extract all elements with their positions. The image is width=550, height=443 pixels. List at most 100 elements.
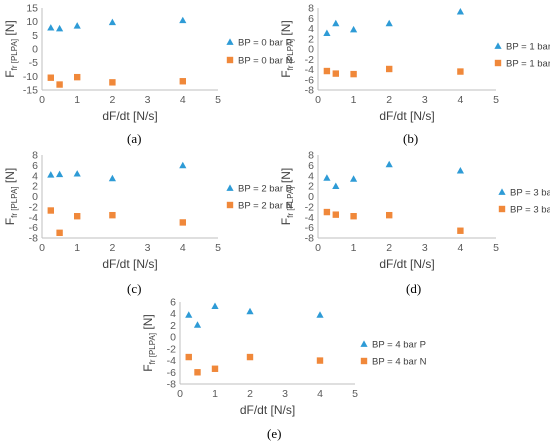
legend-entry: BP = 3 bar P — [498, 188, 550, 199]
y-tick-label: 15 — [26, 3, 38, 15]
data-point-p — [211, 302, 219, 309]
data-point-n — [350, 213, 357, 220]
y-tick-label: 6 — [170, 297, 176, 309]
data-point-p — [73, 22, 81, 29]
y-tick-label: 0 — [32, 44, 38, 56]
x-tick-label: 5 — [493, 94, 499, 106]
data-point-p — [193, 321, 202, 328]
legend-entry: BP = 4 bar N — [360, 357, 427, 368]
data-point-p — [108, 174, 116, 182]
y-tick-label: 2 — [308, 181, 314, 193]
y-tick-label: 4 — [32, 170, 38, 182]
x-tick-label: 4 — [317, 388, 323, 400]
y-axis-label: Ffr [PLPA] [N] — [3, 168, 19, 225]
legend-entry: BP = 1 bar P — [494, 42, 550, 53]
y-tick-label: -8 — [167, 379, 176, 391]
y-axis-label: Ffr [PLPA] [N] — [279, 20, 295, 77]
data-point-n — [211, 365, 219, 372]
y-axis-label: Ffr [PLPA] [N] — [141, 314, 157, 371]
y-tick-label: -4 — [167, 355, 176, 367]
x-tick-label: 1 — [351, 242, 357, 254]
y-tick-label: -15 — [23, 85, 38, 97]
data-point-p — [456, 7, 464, 15]
legend-label: BP = 3 bar P — [510, 188, 550, 199]
x-axis-label: dF/dt [N/s] — [102, 109, 157, 123]
data-point-p — [350, 25, 358, 33]
x-tick-label: 2 — [109, 242, 115, 254]
x-tick-label: 1 — [351, 94, 357, 106]
data-point-p — [385, 160, 393, 168]
y-tick-label: 2 — [32, 181, 38, 193]
y-tick-label: -6 — [305, 222, 314, 234]
data-point-n — [194, 369, 201, 376]
x-tick-label: 2 — [386, 94, 392, 106]
y-tick-label: -2 — [305, 54, 314, 66]
data-point-n — [179, 219, 186, 226]
x-tick-label: 0 — [315, 242, 321, 254]
legend-marker-p — [494, 42, 502, 49]
y-tick-label: -10 — [23, 71, 38, 83]
x-tick-label: 3 — [145, 94, 151, 106]
data-point-n — [316, 357, 324, 364]
caption-e: (e) — [267, 426, 282, 441]
data-point-p — [323, 174, 331, 181]
legend-label: BP = 1 bar P — [506, 42, 550, 53]
data-point-n — [386, 211, 393, 219]
legend-label: BP = 0 bar P — [238, 38, 292, 49]
legend-entry: BP = 2 bar P — [226, 184, 292, 195]
x-tick-label: 5 — [215, 94, 221, 106]
data-point-n — [56, 81, 63, 88]
x-tick-label: 3 — [422, 242, 428, 254]
y-tick-label: 8 — [32, 150, 38, 162]
legend-label: BP = 2 bar P — [238, 184, 292, 195]
data-point-p — [47, 171, 55, 178]
legend-marker-n — [226, 201, 234, 209]
x-tick-label: 3 — [282, 388, 288, 400]
data-point-n — [47, 207, 54, 214]
data-point-n — [185, 353, 192, 361]
x-tick-label: 4 — [457, 94, 463, 106]
legend-label: BP = 1 bar N — [506, 59, 550, 70]
caption-a: (a) — [127, 131, 142, 146]
x-tick-label: 5 — [352, 388, 358, 400]
x-tick-label: 2 — [109, 94, 115, 106]
y-tick-label: 8 — [308, 3, 314, 15]
y-tick-label: 6 — [308, 160, 314, 172]
y-tick-label: 2 — [170, 320, 176, 332]
y-tick-label: -4 — [305, 212, 314, 224]
caption-c: (c) — [127, 281, 142, 296]
data-point-n — [350, 70, 357, 78]
data-point-n — [179, 78, 186, 85]
y-axis-label: Ffr [PLPA] [N] — [3, 20, 19, 77]
y-tick-label: -2 — [29, 201, 38, 213]
data-point-p — [332, 182, 340, 190]
legend-marker-n — [498, 205, 506, 213]
data-point-p — [73, 170, 81, 177]
x-tick-label: 5 — [493, 242, 499, 254]
y-tick-label: 6 — [32, 160, 38, 172]
legend-marker-p — [360, 340, 368, 347]
x-tick-label: 4 — [180, 94, 186, 106]
data-point-n — [109, 211, 116, 219]
y-tick-label: -2 — [305, 201, 314, 213]
y-tick-label: 0 — [32, 191, 38, 203]
legend-label: BP = 4 bar P — [372, 340, 426, 351]
x-tick-label: 0 — [39, 242, 45, 254]
data-point-p — [179, 16, 187, 24]
x-tick-label: 2 — [247, 388, 253, 400]
y-tick-label: 2 — [308, 33, 314, 45]
data-point-p — [185, 311, 193, 318]
data-point-n — [56, 229, 63, 237]
y-tick-label: -4 — [305, 64, 314, 76]
legend-entry: BP = 2 bar N — [226, 201, 293, 212]
data-point-n — [109, 79, 116, 86]
y-tick-label: 5 — [32, 30, 38, 42]
y-tick-label: 0 — [308, 44, 314, 56]
y-tick-label: -6 — [167, 367, 176, 379]
data-point-p — [323, 29, 331, 36]
y-tick-label: -6 — [305, 74, 314, 86]
data-point-n — [323, 67, 331, 75]
